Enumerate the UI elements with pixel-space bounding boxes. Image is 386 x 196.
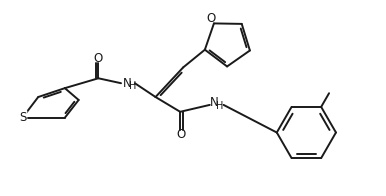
Text: H: H	[129, 81, 136, 91]
Text: N: N	[123, 77, 131, 90]
Text: N: N	[210, 96, 219, 109]
Text: S: S	[19, 111, 26, 124]
Text: O: O	[207, 12, 216, 25]
Text: H: H	[217, 101, 224, 111]
Text: O: O	[94, 52, 103, 65]
Text: O: O	[176, 128, 186, 141]
